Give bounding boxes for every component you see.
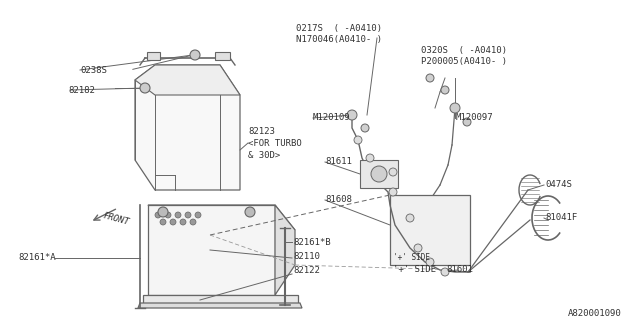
Circle shape bbox=[185, 212, 191, 218]
Circle shape bbox=[195, 212, 201, 218]
Polygon shape bbox=[148, 205, 275, 295]
Text: <FOR TURBO: <FOR TURBO bbox=[248, 139, 301, 148]
Circle shape bbox=[165, 212, 171, 218]
Text: M120109: M120109 bbox=[313, 113, 351, 122]
Circle shape bbox=[450, 103, 460, 113]
Text: 0217S  ( -A0410): 0217S ( -A0410) bbox=[296, 24, 382, 33]
Text: & 30D>: & 30D> bbox=[248, 151, 280, 160]
Polygon shape bbox=[135, 65, 240, 95]
Circle shape bbox=[170, 219, 176, 225]
Polygon shape bbox=[215, 52, 230, 60]
Polygon shape bbox=[138, 303, 302, 308]
Polygon shape bbox=[275, 205, 295, 295]
Circle shape bbox=[441, 268, 449, 276]
Text: 82161*B: 82161*B bbox=[293, 238, 331, 247]
Polygon shape bbox=[148, 205, 295, 230]
Circle shape bbox=[160, 219, 166, 225]
Circle shape bbox=[389, 188, 397, 196]
Circle shape bbox=[155, 212, 161, 218]
Polygon shape bbox=[143, 295, 298, 305]
Circle shape bbox=[175, 212, 181, 218]
Polygon shape bbox=[390, 195, 470, 265]
Text: 81611: 81611 bbox=[325, 157, 352, 166]
Circle shape bbox=[158, 207, 168, 217]
Circle shape bbox=[190, 50, 200, 60]
Circle shape bbox=[389, 168, 397, 176]
Circle shape bbox=[140, 83, 150, 93]
Text: 81041F: 81041F bbox=[545, 213, 577, 222]
Circle shape bbox=[414, 244, 422, 252]
Polygon shape bbox=[147, 52, 160, 60]
Text: N170046(A0410- ): N170046(A0410- ) bbox=[296, 35, 382, 44]
Polygon shape bbox=[135, 65, 240, 190]
Text: A820001090: A820001090 bbox=[568, 309, 622, 318]
Polygon shape bbox=[360, 160, 398, 188]
Circle shape bbox=[366, 154, 374, 162]
Circle shape bbox=[354, 136, 362, 144]
Text: 82110: 82110 bbox=[293, 252, 320, 261]
Circle shape bbox=[371, 166, 387, 182]
Circle shape bbox=[180, 219, 186, 225]
Text: 0238S: 0238S bbox=[80, 66, 107, 75]
Text: 0320S  ( -A0410): 0320S ( -A0410) bbox=[421, 46, 507, 55]
Text: P200005(A0410- ): P200005(A0410- ) bbox=[421, 57, 507, 66]
Text: 82182: 82182 bbox=[68, 86, 95, 95]
Circle shape bbox=[190, 219, 196, 225]
Circle shape bbox=[441, 86, 449, 94]
Text: 81601: 81601 bbox=[446, 265, 473, 274]
Circle shape bbox=[463, 118, 471, 126]
Circle shape bbox=[406, 214, 414, 222]
Text: 82161*A: 82161*A bbox=[18, 253, 56, 262]
Text: M120097: M120097 bbox=[456, 113, 493, 122]
Text: FRONT: FRONT bbox=[102, 211, 131, 227]
Circle shape bbox=[245, 207, 255, 217]
Text: 82123: 82123 bbox=[248, 127, 275, 136]
Text: 81608: 81608 bbox=[325, 195, 352, 204]
Circle shape bbox=[347, 110, 357, 120]
Circle shape bbox=[361, 124, 369, 132]
Text: '+' SIDE: '+' SIDE bbox=[393, 265, 436, 274]
Circle shape bbox=[426, 74, 434, 82]
Text: '+' SIDE: '+' SIDE bbox=[393, 253, 430, 262]
Text: 82122: 82122 bbox=[293, 266, 320, 275]
Circle shape bbox=[426, 258, 434, 266]
Text: 0474S: 0474S bbox=[545, 180, 572, 189]
